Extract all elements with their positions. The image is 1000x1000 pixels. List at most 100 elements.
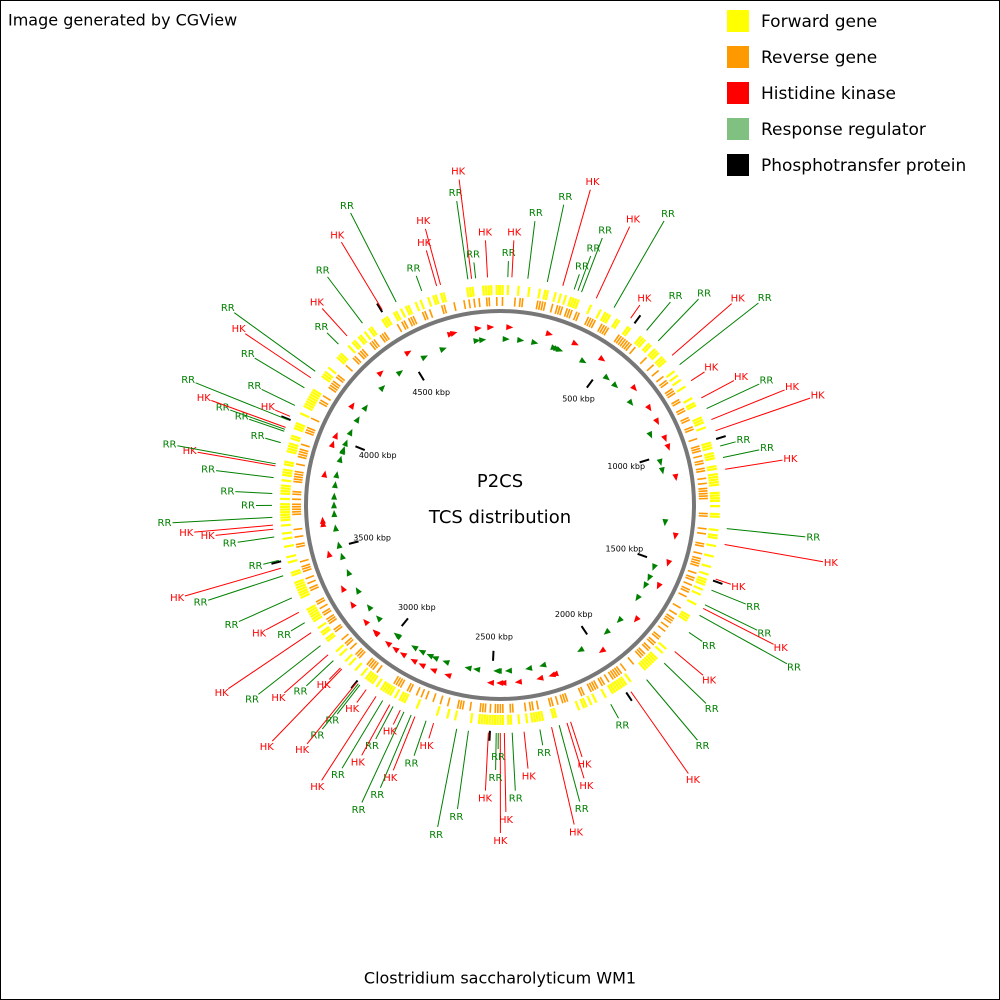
feature-label: RR: [697, 288, 711, 299]
forward-gene: [419, 299, 426, 310]
feature-label: RR: [235, 412, 249, 423]
forward-gene: [635, 337, 645, 347]
feature-marker: [321, 470, 328, 478]
leader-line: [699, 614, 788, 665]
forward-gene: [571, 298, 578, 309]
reverse-gene: [306, 426, 316, 432]
forward-gene: [348, 657, 357, 666]
forward-gene: [398, 691, 405, 702]
reverse-gene: [672, 400, 681, 407]
reverse-gene: [676, 409, 686, 416]
feature-marker: [633, 615, 641, 623]
reverse-gene: [395, 676, 402, 686]
leader-line: [194, 524, 273, 533]
reverse-gene: [401, 321, 407, 330]
feature-marker: [647, 573, 654, 582]
feature-marker: [571, 339, 579, 346]
reverse-gene: [322, 395, 332, 402]
reverse-gene: [643, 641, 651, 650]
center-subtitle: TCS distribution: [428, 507, 571, 528]
feature-marker: [473, 338, 481, 345]
feature-marker: [340, 552, 346, 561]
reverse-gene: [590, 319, 597, 329]
reverse-gene: [540, 301, 544, 311]
forward-gene: [695, 580, 706, 586]
forward-gene: [685, 401, 696, 409]
reverse-gene: [671, 398, 680, 405]
tick-mark: [586, 379, 594, 389]
feature-marker: [630, 383, 637, 392]
forward-gene: [290, 434, 302, 440]
legend-swatch: [727, 82, 749, 104]
forward-gene: [383, 317, 391, 327]
feature-label: RR: [598, 225, 612, 236]
reverse-gene: [564, 692, 569, 702]
reverse-gene: [408, 683, 415, 693]
forward-gene: [613, 680, 621, 691]
reverse-gene: [566, 308, 571, 318]
forward-gene: [300, 592, 311, 599]
leader-line: [197, 451, 276, 467]
forward-gene: [645, 654, 655, 664]
feature-marker: [372, 629, 380, 637]
feature-label: HK: [731, 582, 746, 593]
reverse-gene: [421, 311, 427, 321]
reverse-gene: [590, 681, 597, 691]
feature-label: RR: [705, 704, 719, 715]
leader-line: [392, 716, 416, 771]
forward-gene: [638, 661, 647, 671]
tick-label: 2000 kbp: [555, 610, 593, 619]
forward-gene: [709, 491, 720, 495]
feature-label: HK: [345, 704, 360, 715]
leader-line: [230, 409, 286, 430]
reverse-gene: [366, 657, 374, 666]
forward-gene: [351, 341, 360, 351]
reverse-gene: [345, 364, 354, 372]
forward-gene: [283, 543, 295, 549]
leader-line: [258, 645, 321, 695]
forward-gene: [370, 326, 378, 336]
reverse-gene: [691, 447, 701, 452]
reverse-gene: [446, 697, 451, 707]
feature-label: HK: [351, 757, 366, 768]
feature-label: HK: [416, 216, 431, 227]
reverse-gene: [415, 686, 421, 696]
feature-marker: [610, 381, 619, 389]
forward-gene: [280, 484, 291, 488]
forward-gene: [669, 374, 679, 383]
feature-marker: [598, 646, 607, 654]
feature-marker: [662, 518, 669, 527]
forward-gene: [562, 294, 568, 306]
forward-gene: [368, 673, 377, 683]
feature-label: RR: [223, 538, 237, 549]
forward-gene: [643, 656, 653, 666]
forward-gene: [617, 677, 626, 688]
forward-gene: [385, 315, 393, 326]
feature-marker: [656, 458, 663, 466]
reverse-gene: [665, 390, 675, 397]
reverse-gene: [695, 467, 705, 471]
feature-marker: [399, 652, 408, 659]
reverse-gene: [407, 317, 414, 327]
feature-label: RR: [502, 248, 516, 259]
feature-marker: [506, 324, 514, 331]
reverse-gene: [617, 337, 625, 346]
leader-line: [306, 682, 358, 745]
reverse-gene: [453, 301, 457, 312]
forward-gene: [654, 645, 664, 654]
forward-gene: [290, 437, 301, 443]
reverse-gene: [695, 541, 705, 545]
reverse-gene: [456, 699, 461, 709]
forward-gene: [280, 487, 291, 490]
leader-line: [646, 679, 698, 741]
forward-gene: [304, 402, 315, 410]
reverse-gene: [381, 333, 388, 342]
forward-gene: [704, 454, 715, 459]
outer-tick: [712, 579, 723, 585]
center-title: P2CS: [477, 471, 523, 492]
forward-gene: [532, 712, 537, 723]
leader-line: [415, 275, 423, 292]
forward-gene: [708, 478, 719, 482]
feature-label: RR: [370, 790, 384, 801]
forward-gene: [382, 682, 390, 692]
